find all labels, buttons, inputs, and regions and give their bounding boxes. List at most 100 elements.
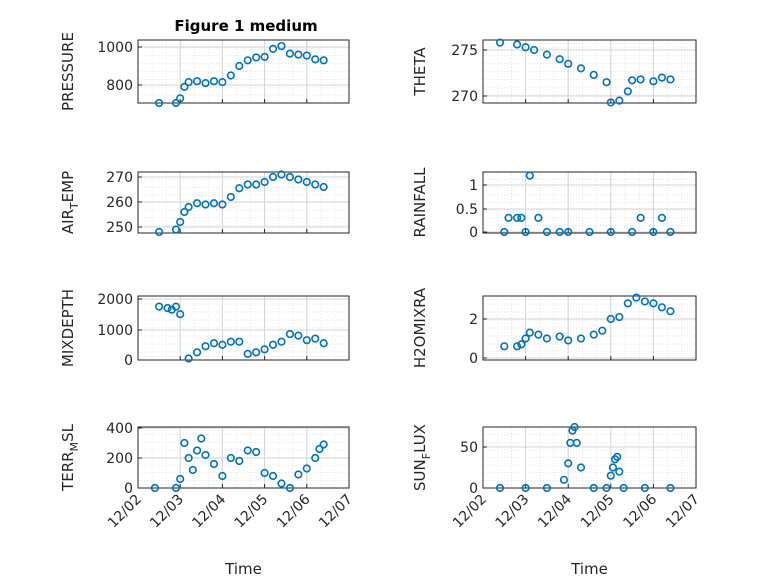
y-tick-label-4-2: 2000 xyxy=(97,292,133,308)
data-point-4-9 xyxy=(218,340,227,349)
y-tick-label-4-1: 1000 xyxy=(97,323,133,339)
data-point-5-3 xyxy=(521,334,530,343)
y-axis-label-4: MIXDEPTH xyxy=(59,289,77,367)
x-axis-label-0: Time xyxy=(224,560,262,578)
y-tick-label-3-1: 0.5 xyxy=(456,202,478,218)
data-point-0-13 xyxy=(260,52,269,61)
data-point-5-10 xyxy=(589,330,598,339)
data-point-6-13 xyxy=(243,446,252,455)
data-point-3-16 xyxy=(666,227,675,237)
data-point-5-7 xyxy=(555,332,564,341)
x-tick-label-1-2: 12/04 xyxy=(535,491,575,531)
data-point-0-3 xyxy=(180,82,189,91)
data-point-0-20 xyxy=(319,56,328,65)
data-point-2-5 xyxy=(192,199,202,208)
data-point-6-21 xyxy=(311,453,320,463)
data-point-2-7 xyxy=(209,199,219,208)
data-point-3-0 xyxy=(500,227,509,237)
data-point-6-22 xyxy=(315,444,324,454)
data-point-3-10 xyxy=(585,227,594,237)
data-point-7-19 xyxy=(666,483,675,493)
data-point-0-2 xyxy=(176,94,185,103)
data-point-6-16 xyxy=(268,471,278,481)
x-tick-label-0-1: 12/03 xyxy=(147,492,187,532)
data-point-6-5 xyxy=(188,465,197,475)
data-point-1-1 xyxy=(512,40,522,49)
x-tick-label-0-0: 12/02 xyxy=(105,492,145,532)
data-point-5-2 xyxy=(517,340,526,349)
data-point-6-20 xyxy=(302,464,311,473)
y-axis-label-6: TERRMSL xyxy=(59,423,81,492)
data-point-2-0 xyxy=(155,227,164,237)
data-point-2-13 xyxy=(260,177,269,187)
data-point-6-10 xyxy=(218,471,227,481)
data-point-2-4 xyxy=(184,202,193,212)
data-point-6-19 xyxy=(294,470,303,479)
data-point-1-0 xyxy=(495,38,505,47)
y-axis-label-5: H2OMIXRA xyxy=(411,287,429,368)
y-tick-label-5-1: 2 xyxy=(469,312,478,328)
data-point-2-19 xyxy=(311,180,320,189)
data-point-1-17 xyxy=(666,75,675,84)
data-point-0-6 xyxy=(201,78,210,88)
y-tick-label-4-0: 0 xyxy=(124,353,133,369)
data-point-3-5 xyxy=(525,171,534,180)
data-point-5-17 xyxy=(649,299,658,308)
data-point-3-1 xyxy=(504,213,513,222)
data-point-1-12 xyxy=(623,87,632,96)
data-point-2-15 xyxy=(277,170,286,179)
y-tick-label-0-0: 800 xyxy=(106,78,133,94)
y-tick-label-6-1: 200 xyxy=(106,451,133,467)
data-point-6-4 xyxy=(184,453,193,463)
data-point-5-4 xyxy=(525,328,534,337)
data-point-6-23 xyxy=(319,440,328,449)
data-point-6-3 xyxy=(180,438,189,448)
data-point-4-8 xyxy=(209,339,219,348)
data-point-0-18 xyxy=(302,51,311,60)
data-point-6-15 xyxy=(260,468,269,478)
data-point-4-13 xyxy=(252,348,261,357)
data-point-1-2 xyxy=(521,43,530,52)
data-point-3-12 xyxy=(627,227,637,237)
data-point-4-21 xyxy=(319,339,328,348)
data-point-4-5 xyxy=(184,354,193,363)
data-point-0-7 xyxy=(209,77,219,86)
data-point-0-15 xyxy=(277,41,286,51)
data-point-5-12 xyxy=(606,314,615,324)
data-point-6-11 xyxy=(226,453,235,463)
data-point-4-14 xyxy=(260,345,269,354)
data-point-5-11 xyxy=(598,326,607,335)
axes-box-1 xyxy=(482,39,697,104)
data-point-0-17 xyxy=(294,50,303,59)
x-tick-label-1-1: 12/03 xyxy=(493,492,533,532)
data-point-3-15 xyxy=(657,213,667,222)
axes-box-7 xyxy=(482,426,697,489)
data-point-2-20 xyxy=(319,182,328,192)
data-point-2-1 xyxy=(171,225,181,234)
data-point-2-18 xyxy=(302,177,311,187)
data-point-6-0 xyxy=(150,483,159,493)
data-point-5-9 xyxy=(576,334,586,343)
x-tick-label-1-4: 12/06 xyxy=(620,491,660,531)
data-point-0-19 xyxy=(311,55,320,64)
data-point-0-16 xyxy=(285,49,295,58)
data-point-5-18 xyxy=(657,303,667,312)
data-point-5-14 xyxy=(623,299,632,308)
y-tick-label-5-0: 0 xyxy=(469,351,478,367)
data-point-3-3 xyxy=(517,213,526,222)
data-point-5-15 xyxy=(632,293,641,302)
data-point-5-0 xyxy=(500,342,509,351)
data-point-6-12 xyxy=(235,456,244,466)
data-point-2-16 xyxy=(285,172,295,182)
data-point-5-16 xyxy=(640,297,649,306)
data-point-2-6 xyxy=(201,200,210,209)
data-point-1-4 xyxy=(542,50,552,59)
data-point-2-2 xyxy=(176,217,185,227)
data-point-0-10 xyxy=(235,61,244,71)
y-tick-label-6-2: 400 xyxy=(106,421,133,437)
data-point-3-8 xyxy=(555,227,564,237)
plot-area-7 xyxy=(483,427,696,488)
figure-title: Figure 1 medium xyxy=(174,17,317,35)
y-axis-label-1: THETA xyxy=(411,47,429,97)
